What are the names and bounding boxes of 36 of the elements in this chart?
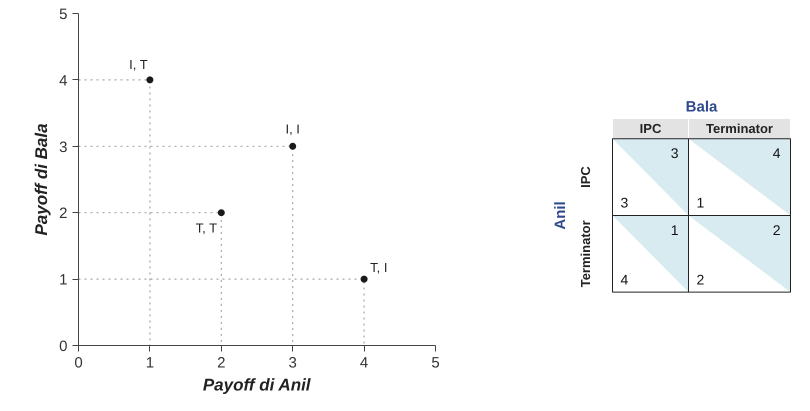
category-label: IPC: [578, 166, 593, 188]
annotation: T, T: [196, 220, 218, 236]
x-tick-label: 4: [360, 354, 368, 372]
y-axis-title: Payoff di Bala: [32, 123, 52, 236]
annotation: I, I: [285, 121, 300, 136]
text: 2: [772, 222, 781, 238]
text: 1: [670, 222, 679, 238]
text: 1: [696, 194, 704, 211]
text: 3: [670, 145, 679, 162]
x-tick-label: 5: [431, 354, 440, 372]
y-tick-label: 2: [59, 205, 68, 222]
x-tick-label: 1: [146, 354, 154, 372]
annotation: I, T: [129, 56, 148, 72]
x-axis-title: Payoff di Anil: [202, 376, 312, 394]
text: 4: [620, 271, 628, 288]
annotation: T, I: [370, 260, 388, 276]
text: 2: [696, 271, 704, 288]
point: [218, 209, 225, 216]
category-label: Terminator: [706, 121, 773, 136]
x-tick-label: 2: [217, 354, 226, 372]
y-tick-label: 1: [59, 272, 68, 289]
x-tick-label: 3: [288, 354, 297, 372]
point: [289, 142, 296, 150]
y-tick-label: 0: [59, 338, 68, 355]
x-tick-label: 0: [74, 354, 83, 372]
text: 4: [772, 145, 781, 162]
category-label: Terminator: [578, 220, 593, 288]
text: Anil: [552, 201, 569, 230]
point: [146, 76, 154, 84]
text: 3: [620, 194, 628, 211]
category-label: IPC: [640, 121, 662, 136]
text: Bala: [686, 98, 718, 116]
y-tick-label: 3: [59, 138, 68, 156]
y-tick-label: 5: [59, 6, 68, 23]
y-tick-label: 4: [59, 72, 68, 90]
point: [360, 276, 368, 283]
